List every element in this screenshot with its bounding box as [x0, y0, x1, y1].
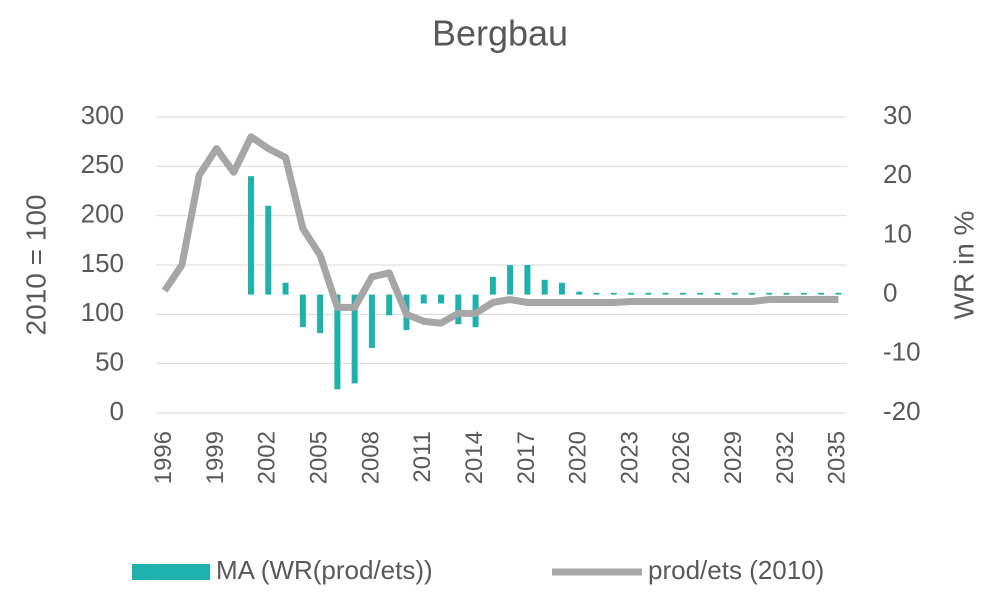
- y-tick-label: 150: [81, 248, 124, 278]
- line: [161, 133, 839, 327]
- x-tick-label: 2011: [409, 431, 436, 483]
- bar: [645, 292, 652, 295]
- y2-tick-label: -20: [883, 396, 921, 426]
- bar: [748, 292, 755, 295]
- bar: [610, 292, 617, 295]
- bar: [783, 292, 790, 295]
- x-tick-label: 2032: [772, 431, 799, 484]
- bar: [697, 292, 704, 295]
- y2-tick-label: 30: [883, 100, 912, 130]
- bar: [593, 292, 600, 295]
- y2-tick-label: -10: [883, 337, 921, 367]
- y2-tick-label: 0: [883, 277, 897, 307]
- x-tick-label: 1999: [202, 431, 229, 484]
- bar: [558, 282, 565, 295]
- x-tick-label: 2023: [616, 431, 643, 484]
- chart-title: Bergbau: [432, 13, 568, 54]
- y-axis-title: 2010 = 100: [20, 195, 51, 336]
- bar: [334, 294, 341, 390]
- x-tick-label: 2017: [513, 431, 540, 484]
- bar: [351, 294, 358, 384]
- bar: [438, 294, 445, 304]
- y-tick-label: 100: [81, 297, 124, 327]
- x-tick-label: 2005: [305, 431, 332, 484]
- bar: [455, 294, 462, 325]
- x-tick-label: 2026: [668, 431, 695, 484]
- legend-label: prod/ets (2010): [648, 555, 824, 585]
- bar: [489, 276, 496, 295]
- y-tick-label: 0: [110, 396, 124, 426]
- bar: [507, 265, 514, 295]
- bar: [299, 294, 306, 328]
- bar: [818, 292, 825, 295]
- bar: [282, 282, 289, 295]
- x-tick-label: 2029: [720, 431, 747, 484]
- x-tick-label: 2002: [254, 431, 281, 484]
- y-tick-label: 50: [95, 347, 124, 377]
- x-tick-label: 2020: [565, 431, 592, 484]
- bar: [420, 294, 427, 304]
- bar: [628, 292, 635, 295]
- bar: [662, 292, 669, 295]
- bar: [541, 279, 548, 295]
- bar: [524, 265, 531, 295]
- bar: [679, 292, 686, 295]
- bar: [265, 205, 272, 295]
- x-tick-label: 2035: [824, 431, 851, 484]
- bar: [731, 292, 738, 295]
- y2-tick-label: 10: [883, 218, 912, 248]
- x-tick-label: 1996: [150, 431, 177, 484]
- x-tick-label: 2014: [461, 431, 488, 484]
- y-tick-label: 200: [81, 199, 124, 229]
- y2-tick-label: 20: [883, 159, 912, 189]
- bar: [800, 292, 807, 295]
- legend-swatch: [132, 564, 210, 580]
- bar: [368, 294, 375, 348]
- bar: [835, 292, 842, 295]
- bar: [766, 292, 773, 295]
- y2-axis-title: WR in %: [948, 211, 979, 320]
- bar: [714, 292, 721, 295]
- x-tick-label: 2008: [357, 431, 384, 484]
- bar: [248, 176, 255, 295]
- y-tick-label: 250: [81, 149, 124, 179]
- y-tick-label: 300: [81, 100, 124, 130]
- bar: [576, 291, 583, 295]
- bar: [386, 294, 393, 316]
- bar: [317, 294, 324, 334]
- legend-label: MA (WR(prod/ets)): [216, 555, 433, 585]
